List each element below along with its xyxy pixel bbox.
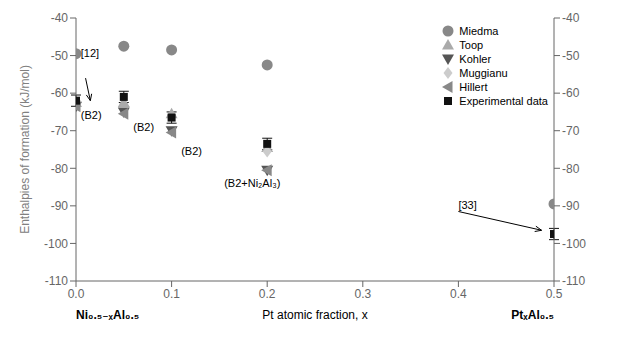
svg-text:-80: -80 — [51, 162, 69, 176]
svg-text:-60: -60 — [562, 86, 580, 100]
svg-text:-50: -50 — [562, 49, 580, 63]
svg-text:-40: -40 — [562, 11, 580, 25]
svg-text:(B2): (B2) — [181, 145, 202, 157]
html-text:Muggianu: Muggianu — [459, 67, 508, 79]
html-text:Toop: Toop — [459, 39, 484, 51]
html-text:Miedma: Miedma — [459, 25, 499, 37]
svg-text:0.4: 0.4 — [450, 287, 467, 301]
svg-text:(B2): (B2) — [133, 121, 154, 133]
html-text:PtₓAl₀.₅: PtₓAl₀.₅ — [511, 308, 554, 322]
svg-text:-110: -110 — [45, 274, 68, 288]
svg-text:(B2+Ni₂Al₃): (B2+Ni₂Al₃) — [224, 177, 280, 189]
svg-text:Enthalpies of formation (kJ/mo: Enthalpies of formation (kJ/mol) — [18, 65, 32, 234]
svg-text:0.5: 0.5 — [546, 287, 563, 301]
svg-text:-110: -110 — [562, 274, 585, 288]
svg-text:-80: -80 — [562, 162, 580, 176]
svg-text:-90: -90 — [51, 199, 69, 213]
svg-text:(B2): (B2) — [81, 109, 102, 121]
svg-text:-70: -70 — [562, 124, 580, 138]
svg-text:0.1: 0.1 — [163, 287, 180, 301]
svg-text:-70: -70 — [51, 124, 69, 138]
svg-text:-90: -90 — [562, 199, 580, 213]
svg-text:-100: -100 — [562, 237, 586, 251]
svg-text:-60: -60 — [51, 86, 69, 100]
html-text:Experimental data: Experimental data — [459, 95, 548, 107]
svg-text:[12]: [12] — [81, 47, 99, 59]
html-text:Ni₀.₅₋ₓAl₀.₅: Ni₀.₅₋ₓAl₀.₅ — [76, 308, 140, 322]
html-text:Pt atomic fraction, x: Pt atomic fraction, x — [262, 308, 368, 322]
html-text:Hillert: Hillert — [459, 81, 488, 93]
svg-text:-50: -50 — [51, 49, 69, 63]
svg-text:0.2: 0.2 — [259, 287, 276, 301]
html-text:Kohler: Kohler — [459, 53, 492, 65]
svg-text:0.3: 0.3 — [354, 287, 371, 301]
svg-text:0.0: 0.0 — [68, 287, 85, 301]
svg-text:[33]: [33] — [458, 199, 476, 211]
svg-text:-40: -40 — [51, 11, 69, 25]
svg-text:-100: -100 — [44, 237, 68, 251]
